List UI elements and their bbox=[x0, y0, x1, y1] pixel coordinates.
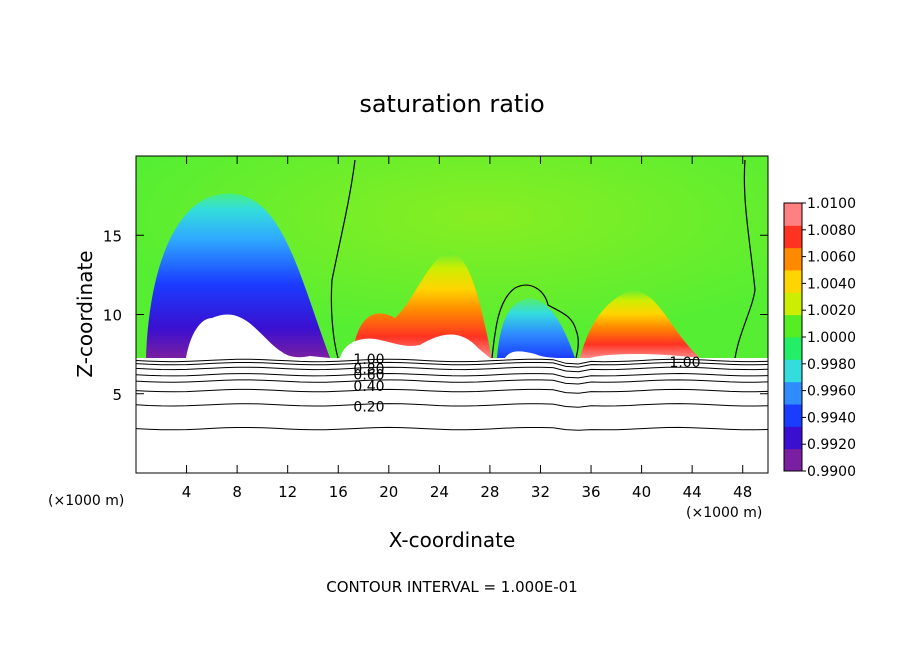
colorbar-swatch bbox=[784, 247, 802, 271]
y-axis-label: Z-coordinate bbox=[73, 250, 97, 377]
x-tick-label: 8 bbox=[232, 483, 242, 501]
contour-label: 1.00 bbox=[353, 352, 384, 368]
colorbar-tick-label: 1.0060 bbox=[807, 250, 856, 266]
contour-label: 0.60 bbox=[353, 368, 384, 384]
terrain-mask bbox=[186, 314, 700, 358]
colorbar-swatch bbox=[784, 225, 802, 249]
x-axis: 4 8 12 16 20 24 28 32 36 40 44 48 bbox=[182, 156, 752, 501]
colorbar: 1.0100 1.0080 1.0060 1.0040 1.0020 1.0000 0.99… bbox=[783, 196, 856, 480]
colorbar-swatch bbox=[784, 270, 802, 293]
x-axis-label: X-coordinate bbox=[389, 528, 516, 552]
x-tick-label: 32 bbox=[531, 483, 550, 501]
contour-interval-note: CONTOUR INTERVAL = 1.000E-01 bbox=[326, 578, 577, 596]
contour-line bbox=[136, 388, 768, 394]
x-tick-label: 12 bbox=[278, 483, 297, 501]
contour-label: 0.40 bbox=[353, 379, 384, 395]
x-tick-label: 36 bbox=[581, 483, 600, 501]
saturation-contour bbox=[734, 159, 756, 359]
saturation-contour bbox=[330, 159, 356, 359]
colorbar-swatch bbox=[784, 381, 802, 405]
colorbar-tick-label: 0.9980 bbox=[807, 357, 856, 373]
y-tick-label: 5 bbox=[112, 386, 122, 404]
x-tick-label: 20 bbox=[379, 483, 398, 501]
x-axis-unit-right: (×1000 m) bbox=[686, 505, 762, 521]
contour-line bbox=[136, 403, 768, 408]
colorbar-tick-label: 0.9960 bbox=[807, 384, 856, 400]
contour-line bbox=[136, 361, 768, 368]
y-axis: 5 10 15 bbox=[103, 227, 768, 404]
contour-label: 1.00 bbox=[669, 355, 700, 371]
subsaturated-region-1 bbox=[146, 193, 330, 358]
supersaturated-region-1 bbox=[352, 252, 492, 358]
terrain-contours bbox=[136, 358, 768, 431]
colorbar-tick-label: 1.0080 bbox=[807, 223, 856, 239]
colorbar-swatch bbox=[784, 314, 802, 338]
x-tick-label: 40 bbox=[632, 483, 651, 501]
contour-label: 0.20 bbox=[353, 399, 384, 415]
contour-line bbox=[136, 426, 768, 431]
x-tick-label: 28 bbox=[480, 483, 499, 501]
colorbar-swatch bbox=[784, 359, 802, 383]
terrain-below bbox=[136, 358, 768, 473]
contour-label: 0.80 bbox=[353, 361, 384, 377]
colorbar-swatch bbox=[784, 448, 802, 472]
y-tick-label: 10 bbox=[103, 307, 122, 325]
subsaturated-region-2 bbox=[497, 298, 575, 358]
colorbar-tick-label: 1.0040 bbox=[807, 276, 856, 292]
contour-line bbox=[136, 358, 768, 365]
contour-label-group: 1.000.800.600.400.201.00 bbox=[353, 352, 700, 416]
x-tick-label: 16 bbox=[329, 483, 348, 501]
colorbar-tick-label: 1.0000 bbox=[807, 330, 856, 346]
colorbar-swatch bbox=[784, 203, 802, 226]
x-tick-label: 24 bbox=[430, 483, 449, 501]
colorbar-tick-label: 0.9940 bbox=[807, 410, 856, 426]
plot-area: 1.000.800.600.400.201.00 bbox=[136, 156, 768, 473]
x-tick-label: 4 bbox=[182, 483, 192, 501]
contour-line bbox=[136, 372, 768, 379]
y-tick-label: 15 bbox=[103, 227, 122, 245]
colorbar-tick-label: 0.9920 bbox=[807, 437, 856, 453]
supersaturated-region-2 bbox=[580, 290, 700, 358]
contour-line bbox=[136, 379, 768, 385]
contour-line bbox=[136, 366, 768, 373]
colorbar-swatch bbox=[784, 337, 802, 360]
colorbar-swatch bbox=[784, 292, 802, 316]
x-tick-label: 44 bbox=[683, 483, 702, 501]
x-tick-label: 48 bbox=[733, 483, 752, 501]
chart-title: saturation ratio bbox=[359, 90, 544, 118]
colorbar-tick-label: 0.9900 bbox=[807, 464, 856, 480]
saturation-contour bbox=[491, 284, 579, 359]
colorbar-swatch bbox=[784, 404, 802, 427]
colorbar-tick-label: 1.0100 bbox=[807, 196, 856, 212]
colorbar-tick-label: 1.0020 bbox=[807, 303, 856, 319]
colorbar-swatch bbox=[784, 426, 802, 450]
x-axis-unit: (×1000 m) bbox=[48, 493, 124, 509]
